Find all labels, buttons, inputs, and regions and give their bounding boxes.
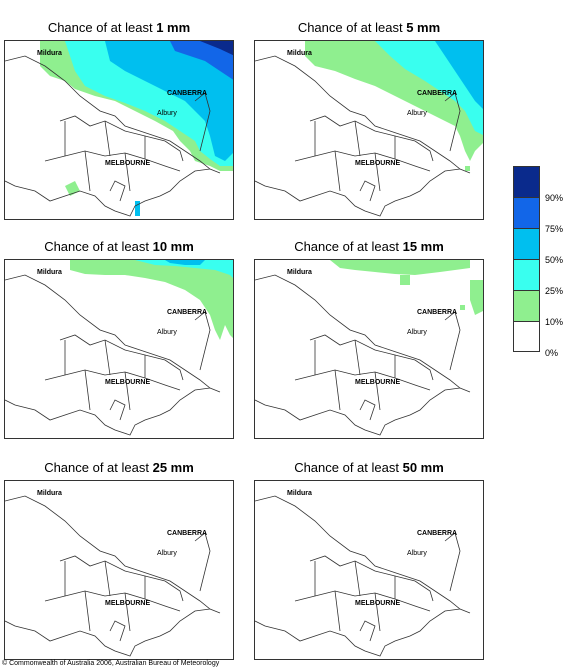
- legend-label-10: 10%: [545, 317, 564, 327]
- copyright-notice: © Commonwealth of Australia 2006, Austra…: [2, 660, 220, 667]
- city-label-canberra: CANBERRA: [167, 90, 208, 97]
- city-label-mildura: Mildura: [37, 50, 62, 57]
- probability-legend: [513, 166, 540, 352]
- city-label-canberra: CANBERRA: [167, 530, 208, 537]
- boundaries: [255, 495, 471, 657]
- city-label-melbourne: MELBOURNE: [105, 160, 151, 167]
- probability-map: Mildura CANBERRA Albury MELBOURNE: [4, 40, 234, 220]
- legend-label-50: 50%: [545, 255, 564, 265]
- legend-label-90: 90%: [545, 193, 564, 203]
- city-label-melbourne: MELBOURNE: [355, 160, 401, 167]
- map-graphic: [5, 260, 233, 436]
- city-label-melbourne: MELBOURNE: [105, 379, 151, 386]
- map-graphic: [255, 41, 483, 217]
- city-label-albury: Albury: [157, 329, 177, 336]
- city-label-canberra: CANBERRA: [167, 309, 208, 316]
- panel-title: Chance of at least 50 mm: [294, 460, 444, 475]
- panel-title: Chance of at least 5 mm: [297, 20, 441, 35]
- city-label-albury: Albury: [157, 550, 177, 557]
- map-graphic: [255, 495, 471, 657]
- city-label-canberra: CANBERRA: [417, 90, 458, 97]
- rainfall-probability-shading: [330, 260, 483, 315]
- probability-map: Mildura CANBERRA Albury MELBOURNE: [4, 259, 234, 439]
- legend-swatch-75: [513, 197, 540, 228]
- city-label-mildura: Mildura: [287, 50, 312, 57]
- legend-swatch-10: [513, 290, 540, 321]
- legend-label-25: 25%: [545, 286, 564, 296]
- legend-label-0: 0%: [545, 348, 559, 358]
- city-label-albury: Albury: [407, 110, 427, 117]
- boundaries: [5, 55, 221, 217]
- map-graphic: [5, 495, 221, 657]
- city-label-mildura: Mildura: [37, 269, 62, 276]
- city-label-canberra: CANBERRA: [417, 530, 458, 537]
- rainfall-probability-shading: [70, 260, 233, 340]
- legend-label-75: 75%: [545, 224, 564, 234]
- legend-swatch-50: [513, 228, 540, 259]
- city-label-melbourne: MELBOURNE: [355, 379, 401, 386]
- legend-swatch-25: [513, 259, 540, 290]
- boundaries: [255, 274, 471, 436]
- map-graphic: [5, 41, 233, 217]
- map-graphic: [255, 260, 483, 436]
- rainfall-probability-shading: [305, 41, 483, 171]
- probability-map: Mildura CANBERRA Albury MELBOURNE: [254, 40, 484, 220]
- boundaries: [5, 495, 221, 657]
- city-label-mildura: Mildura: [287, 269, 312, 276]
- legend-swatch-0: [513, 321, 540, 352]
- city-label-melbourne: MELBOURNE: [105, 600, 151, 607]
- city-label-canberra: CANBERRA: [417, 309, 458, 316]
- city-label-albury: Albury: [407, 550, 427, 557]
- city-label-melbourne: MELBOURNE: [355, 600, 401, 607]
- legend-swatch-90: [513, 166, 540, 197]
- rainfall-probability-shading: [40, 41, 233, 216]
- probability-map: Mildura CANBERRA Albury MELBOURNE: [4, 480, 234, 660]
- probability-map: Mildura CANBERRA Albury MELBOURNE: [254, 259, 484, 439]
- panel-title: Chance of at least 1 mm: [47, 20, 191, 35]
- city-label-mildura: Mildura: [37, 490, 62, 497]
- city-label-albury: Albury: [407, 329, 427, 336]
- city-label-mildura: Mildura: [287, 490, 312, 497]
- panel-title: Chance of at least 15 mm: [294, 239, 444, 254]
- boundaries: [255, 55, 471, 217]
- city-label-albury: Albury: [157, 110, 177, 117]
- boundaries: [5, 274, 221, 436]
- probability-map: Mildura CANBERRA Albury MELBOURNE: [254, 480, 484, 660]
- panel-title: Chance of at least 25 mm: [44, 460, 194, 475]
- panel-title: Chance of at least 10 mm: [44, 239, 194, 254]
